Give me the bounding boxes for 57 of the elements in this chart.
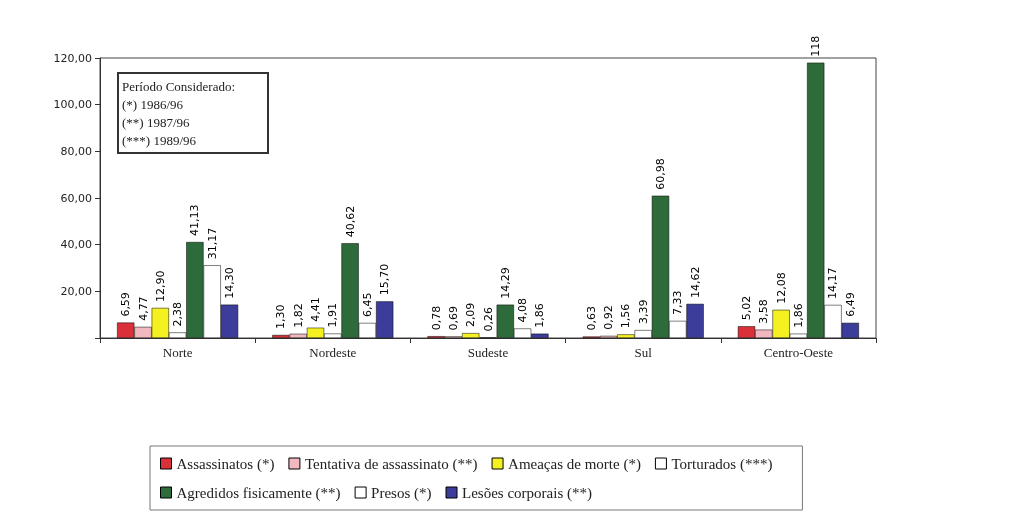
- data-label: 40,62: [343, 205, 357, 238]
- data-label: 4,08: [516, 297, 530, 323]
- legend-label: Assassinatos (*): [176, 455, 275, 473]
- data-label: 0,92: [602, 305, 616, 330]
- y-tick-label: 80,00: [60, 144, 92, 158]
- data-label: 1,86: [791, 303, 805, 328]
- data-label: 1,56: [619, 303, 633, 329]
- x-tick-label: Nordeste: [309, 345, 357, 360]
- legend-label: Ameaças de morte (*): [508, 455, 641, 473]
- data-label: 12,90: [153, 270, 167, 302]
- y-tick-label: 60,00: [60, 191, 92, 205]
- legend-label: Presos (*): [371, 484, 432, 502]
- data-label: 14,30: [222, 267, 236, 299]
- data-label: 1,30: [274, 304, 288, 329]
- x-tick-label: Centro-Oeste: [763, 345, 834, 360]
- data-label: 12,08: [774, 272, 788, 304]
- data-label: 60,98: [653, 158, 667, 190]
- data-label: 41,13: [188, 204, 202, 237]
- data-label: 6,59: [119, 292, 133, 317]
- legend-label: Agredidos fisicamente (**): [176, 484, 341, 502]
- data-label: 3,39: [636, 299, 650, 325]
- data-label: 6,49: [843, 292, 857, 317]
- legend-label: Tentativa de assassinato (**): [304, 455, 478, 473]
- data-label: 3,58: [757, 299, 771, 324]
- data-label: 4,77: [136, 296, 150, 321]
- data-label: 6,45: [360, 292, 374, 317]
- data-label: 1,91: [326, 303, 340, 328]
- y-tick-label: 120,00: [53, 51, 92, 65]
- legend-label: Torturados (***): [671, 455, 773, 473]
- y-tick-label: 40,00: [60, 238, 92, 252]
- annotation: (*) 1986/96: [122, 96, 184, 112]
- data-label: 5,02: [740, 295, 754, 321]
- data-label: 0,69: [446, 305, 460, 331]
- data-label: 14,62: [688, 266, 702, 298]
- data-label: 15,70: [378, 263, 392, 296]
- data-label: 14,29: [498, 267, 512, 299]
- data-label: 0,26: [481, 306, 495, 332]
- x-tick-label: Sudeste: [467, 345, 509, 360]
- annotation: (***) 1989/96: [122, 132, 197, 148]
- data-label: 14,17: [826, 267, 840, 299]
- data-label: 1,82: [291, 303, 305, 328]
- data-label: 1,86: [533, 303, 547, 328]
- data-label: 2,09: [464, 302, 478, 328]
- y-tick-label: 100,00: [53, 98, 92, 112]
- data-label: 2,38: [171, 301, 185, 327]
- y-tick-label: 20,00: [60, 284, 92, 298]
- data-label: 4,41: [309, 297, 323, 322]
- annotation: Período Considerado:: [122, 78, 236, 94]
- data-label: 7,33: [671, 290, 685, 315]
- data-label: 31,17: [205, 227, 219, 260]
- legend-label: Lesões corporais (**): [462, 484, 592, 502]
- x-tick-label: Norte: [162, 345, 193, 360]
- annotation: (**) 1987/96: [122, 114, 191, 130]
- data-label: 118: [809, 35, 823, 57]
- data-label: 0,78: [429, 305, 443, 331]
- x-tick-label: Sul: [634, 345, 653, 360]
- data-label: 0,63: [584, 306, 598, 331]
